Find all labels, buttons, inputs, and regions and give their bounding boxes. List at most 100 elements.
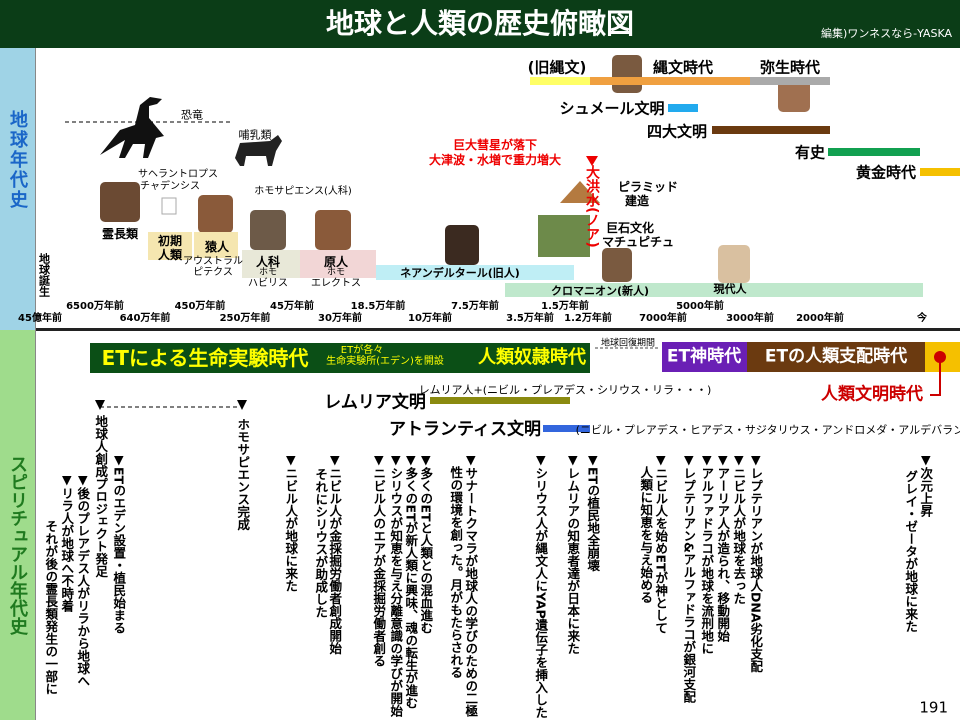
time-tick: 1.5万年前 [541, 301, 589, 312]
earth-heading: 地球年代史 [7, 110, 28, 210]
earth-side [0, 48, 35, 330]
time-tick: 30万年前 [318, 313, 362, 324]
earth-vertical: 地球誕生 [37, 253, 51, 297]
time-tick: 450万年前 [174, 301, 226, 312]
spiritual-heading: スピリチュアル年代史 [7, 455, 28, 635]
era-label: 地球回復期間 [600, 338, 656, 349]
event: ▼ニビル人を始めETが神として [653, 452, 669, 635]
earth-label: 霊長類 [101, 227, 139, 241]
time-tick: 3000年前 [726, 313, 774, 324]
earth-label: 原人 [323, 255, 349, 269]
event: それが後の霊長類発生の一部に [43, 520, 59, 695]
earth-label: アウストラル [183, 256, 243, 267]
era-label: ETによる生命実験時代 [101, 346, 309, 370]
time-tick: 10万年前 [408, 313, 452, 324]
earth-label: ハビリス [248, 278, 288, 289]
time-tick: 1.2万年前 [564, 313, 612, 324]
earth-label: 巨石文化 [605, 221, 655, 235]
earth-label: ピラミッド [617, 180, 679, 194]
time-tick: 5000年前 [676, 301, 724, 312]
era-label: ETが各々 [340, 345, 384, 356]
earth-label: エレクトス [311, 278, 361, 289]
event: ▼ニビル人が金採掘労働者創成開始 [327, 452, 343, 655]
event: ▼アルファドラコが地球を流刑地に [699, 452, 715, 655]
earth-label: チャデンシス [140, 181, 200, 192]
era-label: ET神時代 [666, 346, 742, 367]
event: ▼ETのエデン設置・植民始まる [111, 452, 127, 635]
earth-label: ネアンデルタール(旧人) [400, 266, 520, 280]
title-bar [0, 0, 960, 48]
event: ▼アーリア人が造られ、移動開始 [715, 452, 731, 642]
era-label: 人類文明時代 [821, 384, 923, 405]
earth-label: 黄金時代 [855, 163, 917, 182]
event: ▼ニビル人が地球を去った [731, 452, 747, 605]
earth-label: 建造 [624, 194, 650, 208]
earth-label: 現代人 [713, 282, 747, 296]
time-tick: 45億年前 [18, 313, 62, 324]
event: 性の環境を創った。月がもたらされる [448, 466, 464, 679]
title: 地球と人類の歴史俯瞰図 [325, 7, 635, 40]
earth-label: 四大文明 [646, 122, 708, 141]
earth-label: 哺乳類 [238, 128, 272, 142]
time-tick: 3.5万年前 [506, 313, 554, 324]
event: 地球人創成プロジェクト発足 [93, 415, 109, 578]
event: ▼ETの植民地全崩壊 [585, 452, 601, 572]
earth-label: (旧縄文) [527, 58, 587, 77]
divider [35, 328, 960, 331]
event: ▼ニビル人が地球に来た [283, 452, 299, 592]
earth-label: 初期 [157, 234, 183, 248]
time-tick: 640万年前 [119, 313, 171, 324]
earth-label: 恐竜 [181, 108, 203, 122]
editor: 編集)ワンネスなら-YASKA [821, 27, 952, 40]
earth-vertical: 大洪水(ノア) [584, 165, 600, 248]
time-tick: 250万年前 [219, 313, 271, 324]
earth-label: 有史 [794, 143, 826, 162]
event: それにシリウスが助成した [313, 468, 329, 618]
era-label: レムリア人+(ニビル・プレアデス・シリウス・リラ・・・) [418, 383, 712, 397]
earth-label: シュメール文明 [559, 99, 665, 118]
event: ▼レプテリアンが地球人DNA劣化支配 [748, 452, 764, 673]
edge [35, 48, 36, 720]
time-tick: 2000年前 [796, 313, 844, 324]
event: ▼シリウスが知恵を与え分離意識の学びが開始 [388, 452, 404, 717]
event: ▼多くのETが新人類に興味、魂の転生が進む [403, 452, 419, 710]
event: ▼レプテリアン&アルファドラコが銀河支配 [681, 452, 697, 703]
event: ホモサピエンス完成 [235, 418, 251, 531]
earth-label: マチュピチュ [601, 235, 675, 249]
time-tick: 45万年前 [270, 301, 314, 312]
era-label: 生命実験所(エデン)を開設 [326, 356, 444, 367]
time-tick: 7000年前 [639, 313, 687, 324]
earth-label: クロマニオン(新人) [550, 284, 650, 298]
earth-label: ホモ [258, 267, 278, 278]
earth-label: ホモサピエンス(人科) [254, 186, 352, 197]
time-tick: 7.5万年前 [451, 301, 499, 312]
era-label: 人類奴隷時代 [478, 347, 586, 368]
earth-label: ホモ [326, 267, 346, 278]
earth-label: 弥生時代 [759, 58, 821, 77]
event: ▼後のプレアデス人がリラから地球へ [75, 472, 91, 687]
time-tick: 今 [917, 313, 927, 324]
earth-label: 人類 [157, 248, 183, 262]
event: ▼多くのETと人類との混血進む [418, 452, 434, 635]
era-label: レムリア文明 [324, 392, 426, 413]
earth-label: 大津波・水増で重力増大 [428, 153, 562, 167]
era-label: (ニビル・プレアデス・ヒアデス・サジタリウス・アンドロメダ・アルデバラン) [575, 423, 960, 437]
earth-label: 猿人 [204, 240, 230, 254]
event: ▼次元上昇 [918, 452, 934, 517]
event: ▼ニビル人のエアが金採掘労働者創る [371, 452, 387, 667]
era-label: アトランティス文明 [389, 419, 541, 440]
event: ▼レムリアの知恵者達が日本に来た [565, 452, 581, 655]
event: ▼シリウス人が縄文人にYAP遺伝子を挿入した [533, 452, 549, 719]
time-tick: 18.5万年前 [350, 301, 406, 312]
time-tick: 6500万年前 [66, 301, 124, 312]
era-label: ETの人類支配時代 [764, 346, 908, 367]
earth-label: 巨大彗星が落下 [452, 138, 538, 152]
spiritual-side [0, 330, 35, 720]
event: 人類に知恵を与え始める [638, 466, 654, 604]
event: グレイ・ゼータが地球に来た [903, 470, 919, 633]
event: ▼サナートクマラが地球人の学びのための二極 [463, 452, 479, 717]
earth-label: サヘラントロプス [138, 169, 218, 180]
earth-label: 縄文時代 [652, 58, 714, 77]
